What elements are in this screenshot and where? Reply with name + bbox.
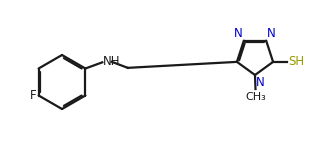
Text: N: N (256, 76, 265, 89)
Text: NH: NH (103, 55, 121, 68)
Text: N: N (234, 27, 243, 40)
Text: N: N (267, 27, 276, 40)
Text: CH₃: CH₃ (245, 92, 266, 102)
Text: SH: SH (288, 55, 304, 68)
Text: F: F (30, 89, 37, 102)
